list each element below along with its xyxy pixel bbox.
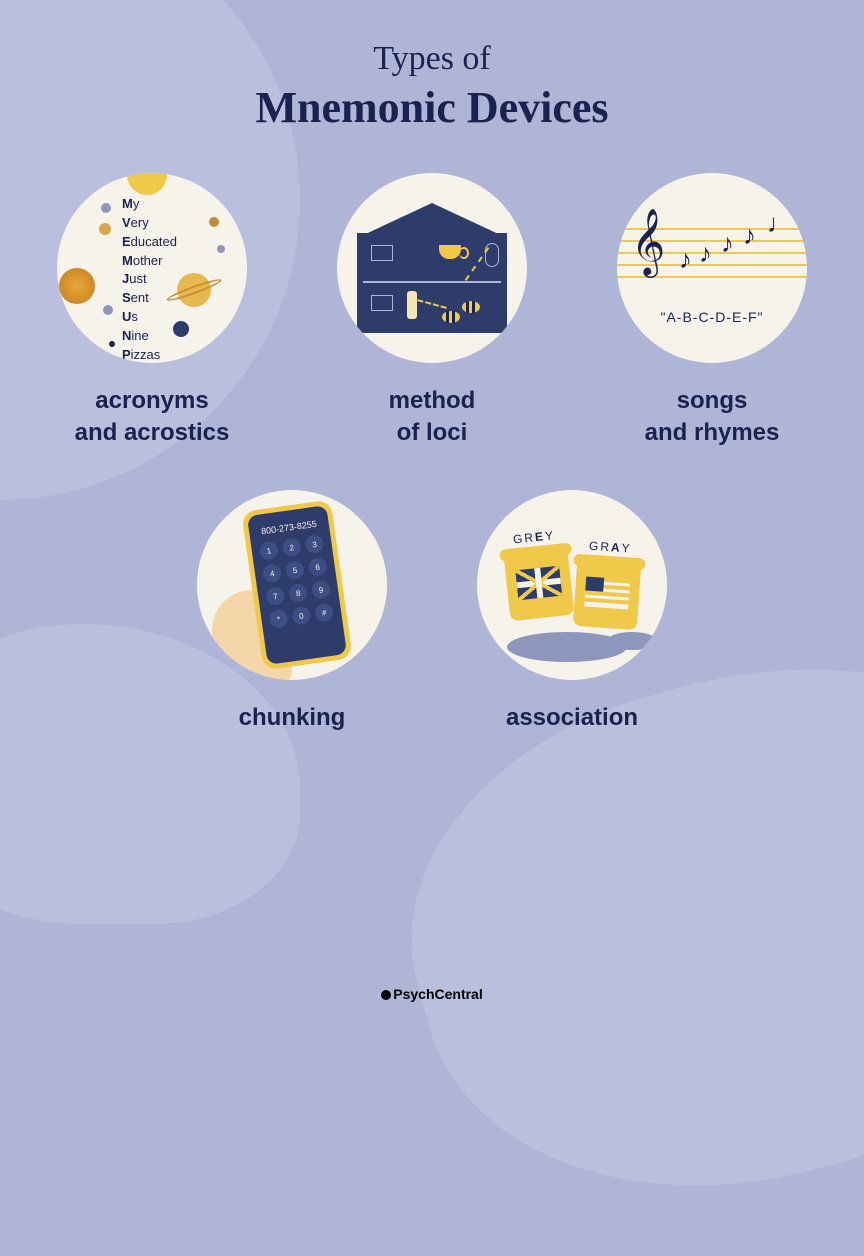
- gray-label: GRAY: [578, 538, 643, 556]
- planet-icon: [101, 203, 111, 213]
- paint-bucket-us: GRAY: [573, 560, 641, 630]
- planet-icon: [217, 245, 225, 253]
- footer-brand: PsychCentral: [0, 986, 864, 1002]
- card-loci: methodof loci: [322, 173, 542, 450]
- card-label: chunking: [239, 702, 346, 734]
- card-label: association: [506, 702, 638, 734]
- note-icon: ♪: [721, 229, 734, 259]
- candle-icon: [407, 291, 417, 319]
- card-label: acronymsand acrostics: [75, 385, 230, 450]
- note-icon: ♪: [743, 221, 756, 251]
- planet-icon: [59, 268, 95, 304]
- keypad: 123456789*0#: [259, 534, 334, 629]
- grey-label: GREY: [501, 527, 566, 548]
- planet-icon: [209, 217, 219, 227]
- planet-icon: [109, 341, 115, 347]
- sun-icon: [127, 173, 167, 195]
- title: Types of Mnemonic Devices: [0, 0, 864, 133]
- card-chunking: 800-273-8255 123456789*0# chunking: [182, 490, 402, 734]
- planet-icon: [103, 305, 113, 315]
- us-flag-icon: [584, 576, 630, 609]
- title-line1: Types of: [0, 40, 864, 78]
- card-songs: 𝄞 ♪ ♪ ♪ ♪ ♩ "A-B-C-D-E-F" songsand rhyme…: [602, 173, 822, 450]
- phone-number: 800-273-8255: [260, 518, 317, 536]
- card-acronyms: MyVeryEducatedMotherJustSentUsNinePizzas…: [42, 173, 262, 450]
- bee-icon: [462, 301, 480, 313]
- planet-icon: [99, 223, 111, 235]
- chunking-illustration: 800-273-8255 123456789*0#: [197, 490, 387, 680]
- cards-grid: MyVeryEducatedMotherJustSentUsNinePizzas…: [0, 133, 864, 734]
- association-illustration: GREY GRAY: [477, 490, 667, 680]
- acronyms-illustration: MyVeryEducatedMotherJustSentUsNinePizzas: [57, 173, 247, 363]
- treble-clef-icon: 𝄞: [631, 208, 665, 276]
- songs-illustration: 𝄞 ♪ ♪ ♪ ♪ ♩ "A-B-C-D-E-F": [617, 173, 807, 363]
- acrostic-list: MyVeryEducatedMotherJustSentUsNinePizzas: [122, 195, 177, 363]
- paint-spill-icon: [607, 632, 657, 650]
- loci-illustration: [337, 173, 527, 363]
- note-icon: ♪: [679, 245, 692, 275]
- alphabet-text: "A-B-C-D-E-F": [617, 309, 807, 325]
- title-line2: Mnemonic Devices: [0, 82, 864, 133]
- note-icon: ♪: [699, 239, 712, 269]
- bee-icon: [442, 311, 460, 323]
- house-icon: [357, 203, 507, 333]
- note-icon: ♩: [767, 209, 793, 239]
- uk-flag-icon: [515, 566, 562, 600]
- card-association: GREY GRAY association: [462, 490, 682, 734]
- card-label: methodof loci: [389, 385, 476, 450]
- paint-bucket-uk: GREY: [504, 549, 575, 621]
- card-label: songsand rhymes: [645, 385, 780, 450]
- brand-dot-icon: [381, 990, 391, 1000]
